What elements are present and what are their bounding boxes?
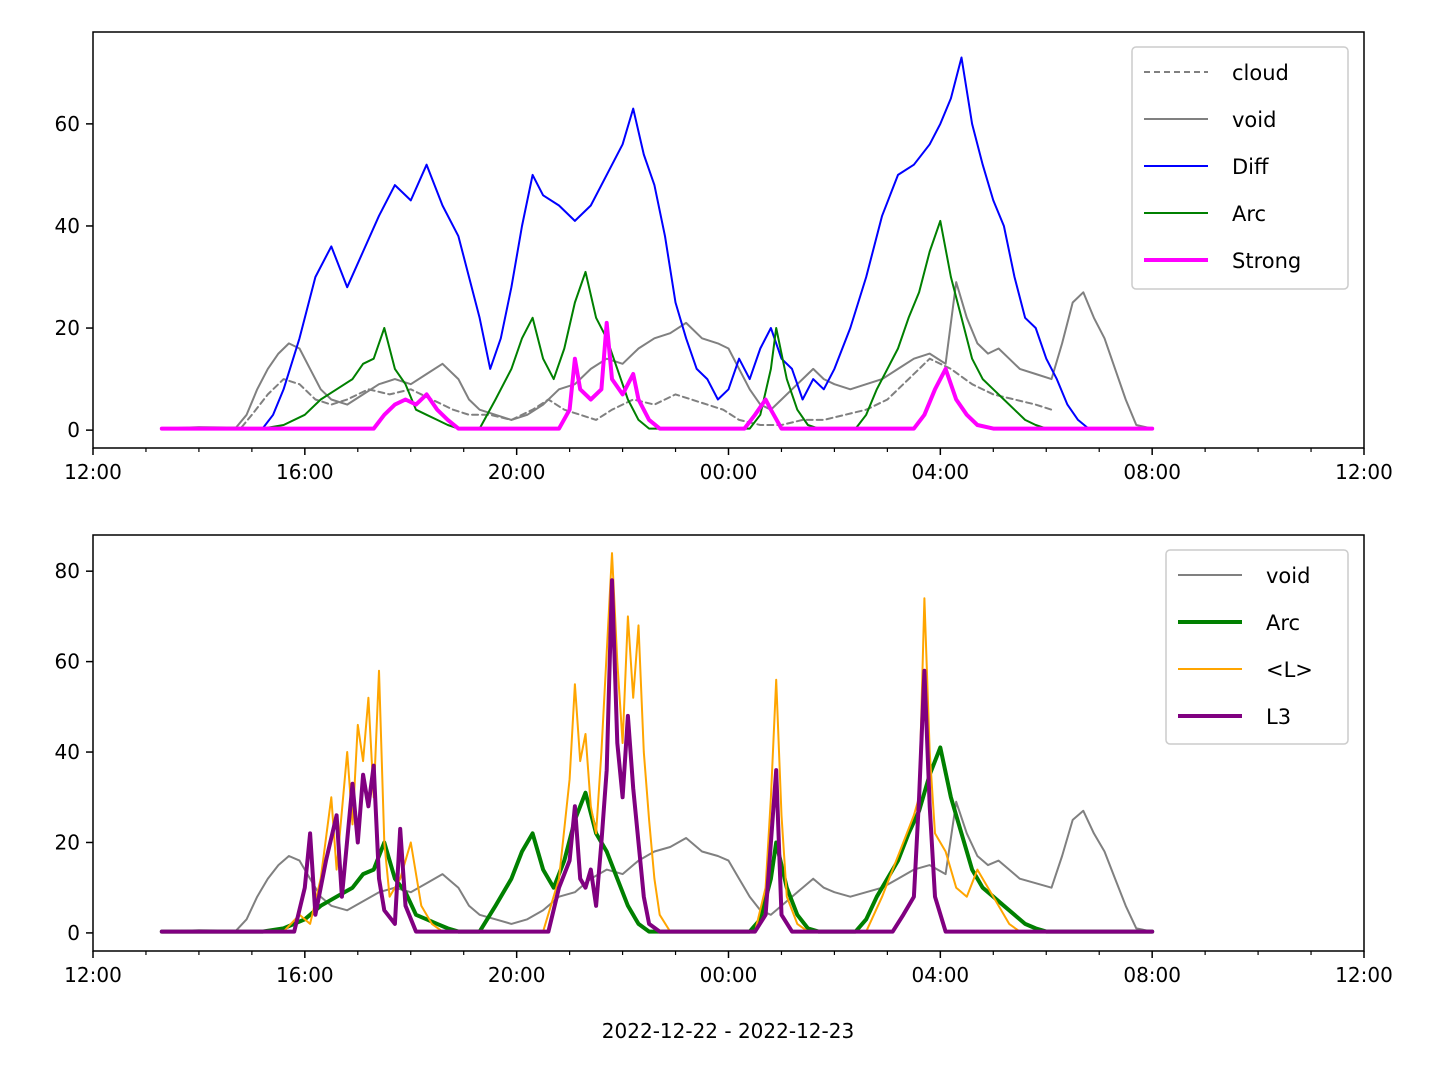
top-chart-legend: cloud void Diff Arc Strong (1131, 46, 1349, 290)
top-chart-x-axis: 12:00 16:00 20:00 00:00 04:00 08:00 12:00 (64, 448, 1393, 484)
x-tick-label: 08:00 (1123, 460, 1181, 484)
x-tick-label: 04:00 (912, 963, 970, 987)
y-tick-label: 60 (55, 112, 80, 136)
bottom-chart-legend: void Arc <L> L3 (1165, 549, 1349, 745)
x-tick-label: 12:00 (1335, 460, 1393, 484)
legend-box (1131, 46, 1349, 290)
x-tick-label: 04:00 (912, 460, 970, 484)
y-tick-label: 80 (55, 559, 80, 583)
series-line-top-2 (160, 56, 1154, 430)
x-tick-label: 20:00 (488, 963, 546, 987)
series-line-bottom-0 (160, 800, 1154, 933)
bottom-chart-y-axis: 0 20 40 60 80 (55, 559, 93, 945)
legend-label: Diff (1232, 155, 1269, 179)
y-tick-label: 20 (55, 830, 80, 854)
legend-box (1165, 549, 1349, 745)
y-tick-label: 0 (67, 418, 80, 442)
x-tick-label: 20:00 (488, 460, 546, 484)
x-tick-label: 00:00 (700, 963, 758, 987)
bottom-chart-series (159, 552, 1155, 934)
series-line-top-4 (159, 320, 1155, 431)
series-line-bottom-2 (160, 552, 1154, 933)
legend-label: <L> (1266, 658, 1313, 682)
y-tick-label: 40 (55, 214, 80, 238)
series-line-bottom-1 (159, 745, 1155, 934)
y-tick-label: 60 (55, 650, 80, 674)
bottom-chart-x-axis: 12:00 16:00 20:00 00:00 04:00 08:00 12:00 (64, 951, 1393, 987)
legend-label: cloud (1232, 61, 1289, 85)
legend-label: Arc (1232, 202, 1266, 226)
top-chart-series (159, 56, 1155, 431)
top-chart-y-axis: 0 20 40 60 (55, 112, 93, 442)
x-tick-label: 16:00 (276, 963, 334, 987)
x-tick-label: 12:00 (64, 460, 122, 484)
bottom-chart-panel: 12:00 16:00 20:00 00:00 04:00 08:00 12:00 0 20 4… (55, 534, 1393, 987)
x-axis-label: 2022-12-22 - 2022-12-23 (602, 1019, 854, 1043)
series-line-top-0 (160, 357, 1053, 430)
series-line-top-3 (160, 219, 1154, 430)
x-tick-label: 08:00 (1123, 963, 1181, 987)
x-tick-label: 16:00 (276, 460, 334, 484)
legend-label: Arc (1266, 611, 1300, 635)
legend-label: void (1266, 564, 1310, 588)
x-tick-label: 12:00 (64, 963, 122, 987)
legend-label: Strong (1232, 249, 1301, 273)
x-tick-label: 12:00 (1335, 963, 1393, 987)
x-tick-label: 00:00 (700, 460, 758, 484)
y-tick-label: 0 (67, 921, 80, 945)
series-line-top-1 (160, 281, 1154, 430)
y-tick-label: 40 (55, 740, 80, 764)
legend-label: L3 (1266, 705, 1291, 729)
series-line-bottom-3 (159, 578, 1155, 934)
y-tick-label: 20 (55, 316, 80, 340)
legend-label: void (1232, 108, 1276, 132)
top-chart-panel: 12:00 16:00 20:00 00:00 04:00 08:00 12:00 0 20 4… (55, 31, 1393, 484)
